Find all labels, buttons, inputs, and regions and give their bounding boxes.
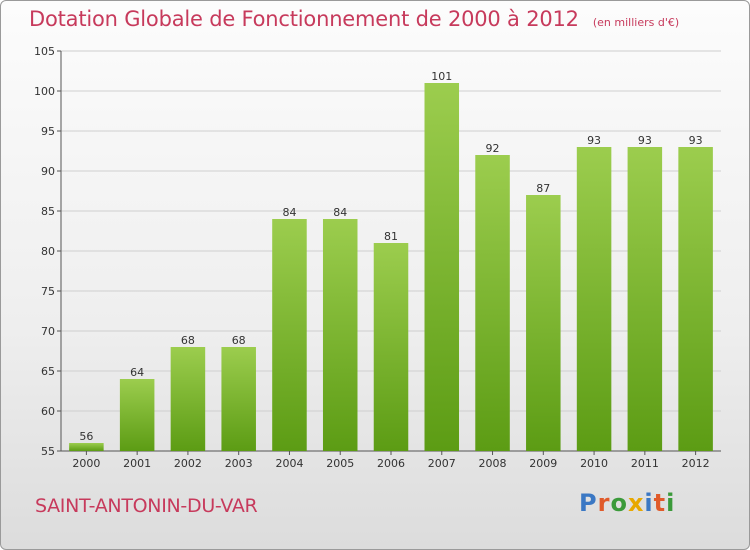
logo-letter: i bbox=[644, 489, 654, 517]
chart-title: Dotation Globale de Fonctionnement de 20… bbox=[29, 7, 579, 31]
x-tick-label-2004: 2004 bbox=[275, 457, 303, 470]
x-tick-label-2012: 2012 bbox=[682, 457, 710, 470]
bar-2006 bbox=[373, 243, 409, 451]
bar-2004 bbox=[272, 219, 307, 451]
bars bbox=[69, 83, 713, 451]
data-labels: 56 64 68 68 84 84 81 101 92 87 93 93 93 bbox=[79, 70, 702, 443]
bar-2002 bbox=[170, 347, 206, 451]
y-tick-label: 85 bbox=[41, 205, 55, 218]
x-tick-label-2010: 2010 bbox=[580, 457, 608, 470]
x-tick-label-2008: 2008 bbox=[479, 457, 507, 470]
x-tick-label-2002: 2002 bbox=[174, 457, 202, 470]
bar-2003 bbox=[221, 347, 256, 451]
x-tick-label-2011: 2011 bbox=[631, 457, 659, 470]
data-label-2002: 68 bbox=[181, 334, 195, 347]
data-label-2003: 68 bbox=[232, 334, 246, 347]
data-label-2000: 56 bbox=[79, 430, 93, 443]
x-tick-label-2000: 2000 bbox=[72, 457, 100, 470]
y-tick-label: 105 bbox=[34, 45, 55, 58]
data-label-2011: 93 bbox=[638, 134, 652, 147]
y-tick-label: 100 bbox=[34, 85, 55, 98]
proxiti-logo[interactable]: Proxiti bbox=[579, 489, 675, 517]
data-label-2010: 93 bbox=[587, 134, 601, 147]
logo-letter: o bbox=[610, 489, 628, 517]
y-tick-label: 65 bbox=[41, 365, 55, 378]
y-tick-label: 80 bbox=[41, 245, 55, 258]
y-tick-label: 70 bbox=[41, 325, 55, 338]
x-tick-label-2005: 2005 bbox=[326, 457, 354, 470]
data-label-2004: 84 bbox=[282, 206, 296, 219]
logo-letter: i bbox=[666, 489, 676, 517]
x-tick-labels: 2000 2001 2002 2003 2004 2005 2006 2007 2008 2009… bbox=[72, 457, 709, 470]
bar-2012 bbox=[678, 147, 713, 451]
x-tick-label-2003: 2003 bbox=[225, 457, 253, 470]
y-tick-label: 95 bbox=[41, 125, 55, 138]
bar-2008 bbox=[475, 155, 510, 451]
data-label-2009: 87 bbox=[536, 182, 550, 195]
x-tick-label-2001: 2001 bbox=[123, 457, 151, 470]
chart-subtitle: (en milliers d'€) bbox=[592, 16, 680, 29]
data-label-2012: 93 bbox=[689, 134, 703, 147]
y-tick-label: 75 bbox=[41, 285, 55, 298]
logo-letter: P bbox=[579, 489, 598, 517]
x-tick-label-2007: 2007 bbox=[428, 457, 456, 470]
bar-2001 bbox=[119, 379, 155, 451]
logo-letter: r bbox=[597, 489, 611, 517]
y-tick-labels: 55 60 65 70 75 80 85 90 95 100 105 bbox=[34, 45, 55, 458]
data-label-2005: 84 bbox=[333, 206, 347, 219]
bar-2007 bbox=[424, 83, 460, 451]
bar-2011 bbox=[627, 147, 663, 451]
bar-2000 bbox=[69, 443, 104, 451]
data-label-2007: 101 bbox=[431, 70, 452, 83]
title-row: Dotation Globale de Fonctionnement de 20… bbox=[29, 7, 679, 31]
logo-letter: x bbox=[627, 489, 645, 517]
data-label-2008: 92 bbox=[486, 142, 500, 155]
x-tick-label-2009: 2009 bbox=[529, 457, 557, 470]
y-tick-label: 55 bbox=[41, 445, 55, 458]
data-label-2001: 64 bbox=[130, 366, 144, 379]
data-label-2006: 81 bbox=[384, 230, 398, 243]
commune-name: SAINT-ANTONIN-DU-VAR bbox=[35, 495, 258, 517]
bar-2005 bbox=[322, 219, 358, 451]
bar-2009 bbox=[526, 195, 561, 451]
x-tick-label-2006: 2006 bbox=[377, 457, 405, 470]
bar-2010 bbox=[576, 147, 612, 451]
y-tick-label: 60 bbox=[41, 405, 55, 418]
y-tick-label: 90 bbox=[41, 165, 55, 178]
logo-letter: t bbox=[653, 489, 667, 517]
